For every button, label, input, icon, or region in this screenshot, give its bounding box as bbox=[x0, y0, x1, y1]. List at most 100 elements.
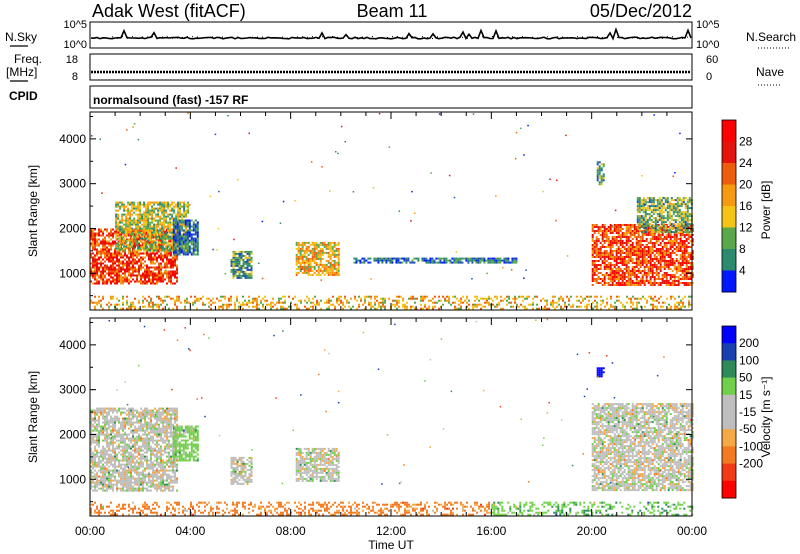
echo-cell bbox=[599, 266, 602, 268]
echo-cell bbox=[635, 230, 638, 232]
echo-cell bbox=[556, 301, 558, 304]
echo-cell bbox=[673, 280, 676, 282]
echo-cell bbox=[116, 307, 118, 310]
echo-cell bbox=[120, 268, 122, 271]
echo-cell bbox=[305, 269, 308, 272]
echo-cell bbox=[240, 270, 243, 273]
echo-cell bbox=[232, 256, 235, 259]
nsearch-point bbox=[147, 36, 148, 38]
echo-cell bbox=[163, 219, 166, 222]
echo-cell bbox=[635, 276, 638, 278]
echo-cell bbox=[413, 257, 416, 260]
echo-cell bbox=[654, 227, 657, 230]
echo-cell bbox=[296, 305, 298, 308]
echo-cell bbox=[675, 246, 678, 248]
echo-cell bbox=[174, 303, 176, 306]
echo-cell bbox=[165, 221, 168, 224]
echo-cell bbox=[395, 257, 398, 260]
echo-cell bbox=[130, 276, 132, 279]
echo-cell bbox=[144, 260, 146, 263]
echo-cell bbox=[234, 270, 237, 273]
echo-cell bbox=[615, 236, 618, 238]
echo-cell bbox=[104, 276, 106, 279]
echo-cell bbox=[536, 307, 538, 310]
echo-cell bbox=[607, 242, 610, 244]
echo-cell bbox=[329, 247, 332, 250]
echo-cell bbox=[171, 241, 174, 244]
echo-cell bbox=[309, 261, 312, 264]
echo-cell bbox=[132, 278, 134, 281]
echo-cell bbox=[658, 229, 661, 232]
echo-cell bbox=[173, 207, 176, 210]
echo-cell bbox=[374, 295, 376, 298]
echo-cell bbox=[132, 268, 134, 271]
echo-cell bbox=[186, 233, 189, 236]
echo-cell bbox=[617, 248, 620, 250]
echo-cell bbox=[143, 213, 146, 216]
echo-cell bbox=[662, 197, 665, 200]
echo-cell bbox=[432, 305, 434, 308]
echo-cell bbox=[143, 211, 146, 214]
echo-cell bbox=[169, 231, 172, 234]
echo-cell bbox=[500, 295, 502, 298]
echo-cell bbox=[319, 243, 322, 246]
echo-cell bbox=[364, 299, 366, 302]
echo-cell bbox=[190, 243, 193, 246]
echo-speckle bbox=[527, 124, 529, 127]
echo-cell bbox=[129, 219, 132, 222]
echo-cell bbox=[635, 238, 638, 240]
echo-cell bbox=[374, 307, 376, 310]
echo-cell bbox=[145, 215, 148, 218]
echo-cell bbox=[159, 237, 162, 240]
echo-cell bbox=[479, 257, 482, 260]
echo-cell bbox=[307, 257, 310, 260]
echo-cell bbox=[110, 252, 112, 255]
echo-cell bbox=[135, 213, 138, 216]
echo-cell bbox=[647, 266, 650, 268]
nsearch-point bbox=[272, 37, 273, 39]
echo-cell bbox=[114, 242, 116, 245]
echo-cell bbox=[172, 221, 175, 224]
echo-cell bbox=[196, 251, 199, 254]
freq-tick-top: 18 bbox=[66, 54, 78, 66]
echo-cell bbox=[168, 276, 170, 279]
echo-cell bbox=[315, 243, 318, 246]
echo-cell bbox=[137, 213, 140, 216]
echo-cell bbox=[560, 305, 562, 308]
echo-cell bbox=[144, 240, 146, 243]
echo-cell bbox=[147, 201, 150, 204]
echo-cell bbox=[139, 213, 142, 216]
echo-cell bbox=[676, 305, 678, 308]
echo-cell bbox=[114, 268, 116, 271]
echo-cell bbox=[131, 219, 134, 222]
echo-cell bbox=[667, 260, 670, 262]
echo-cell bbox=[603, 276, 606, 278]
echo-cell bbox=[609, 272, 612, 274]
echo-cell bbox=[335, 267, 338, 270]
echo-cell bbox=[169, 227, 172, 230]
echo-cell bbox=[337, 271, 340, 274]
echo-cell bbox=[118, 232, 120, 235]
echo-cell bbox=[672, 219, 675, 222]
echo-cell bbox=[268, 303, 270, 306]
echo-cell bbox=[635, 254, 638, 256]
echo-cell bbox=[599, 230, 602, 232]
echo-cell bbox=[327, 261, 330, 264]
echo-cell bbox=[316, 301, 318, 304]
echo-cell bbox=[650, 297, 652, 300]
echo-cell bbox=[682, 225, 685, 228]
echo-speckle bbox=[337, 152, 339, 155]
echo-cell bbox=[670, 231, 673, 234]
echo-cell bbox=[461, 261, 464, 264]
echo-cell bbox=[104, 240, 106, 243]
echo-cell bbox=[110, 297, 112, 300]
y-tick-label: 1000 bbox=[59, 266, 86, 280]
echo-cell bbox=[163, 233, 166, 236]
echo-cell bbox=[377, 261, 380, 264]
echo-cell bbox=[405, 259, 408, 262]
echo-cell bbox=[172, 249, 175, 252]
echo-cell bbox=[178, 225, 181, 228]
echo-cell bbox=[119, 225, 122, 228]
echo-cell bbox=[659, 262, 662, 264]
echo-cell bbox=[234, 305, 236, 308]
